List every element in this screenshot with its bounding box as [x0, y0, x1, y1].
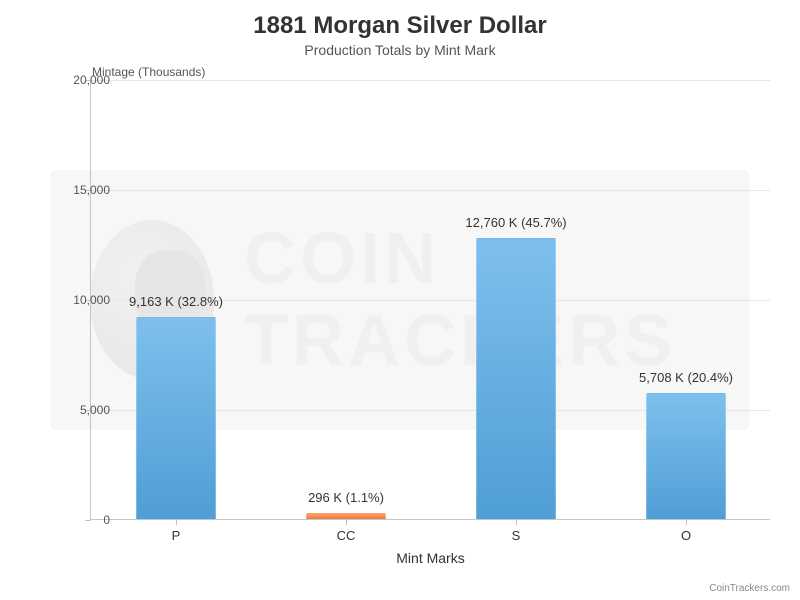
- bar[interactable]: [646, 393, 726, 519]
- bar-value-label: 296 K (1.1%): [308, 490, 384, 505]
- y-tick-label: 15,000: [50, 183, 110, 197]
- x-tick-mark: [346, 519, 347, 525]
- y-tick-label: 5,000: [50, 403, 110, 417]
- x-tick-mark: [176, 519, 177, 525]
- x-tick-mark: [516, 519, 517, 525]
- chart-subtitle: Production Totals by Mint Mark: [0, 40, 800, 58]
- x-tick-label: S: [512, 528, 521, 543]
- y-tick-label: 0: [50, 513, 110, 527]
- x-tick-label: O: [681, 528, 691, 543]
- bar[interactable]: [136, 317, 216, 519]
- x-tick-label: CC: [337, 528, 356, 543]
- chart-container: 1881 Morgan Silver Dollar Production Tot…: [0, 0, 800, 600]
- bar-value-label: 9,163 K (32.8%): [129, 294, 223, 309]
- chart-title: 1881 Morgan Silver Dollar: [0, 0, 800, 40]
- bar-value-label: 12,760 K (45.7%): [465, 215, 566, 230]
- credit-text: CoinTrackers.com: [709, 583, 790, 594]
- gridline: [91, 190, 770, 191]
- bar-value-label: 5,708 K (20.4%): [639, 370, 733, 385]
- bar[interactable]: [476, 238, 556, 519]
- gridline: [91, 80, 770, 81]
- y-tick-label: 10,000: [50, 293, 110, 307]
- x-axis-title: Mint Marks: [396, 550, 464, 566]
- y-tick-label: 20,000: [50, 73, 110, 87]
- x-tick-mark: [686, 519, 687, 525]
- x-tick-label: P: [172, 528, 181, 543]
- plot-area: Mint Marks 9,163 K (32.8%)P296 K (1.1%)C…: [90, 80, 770, 520]
